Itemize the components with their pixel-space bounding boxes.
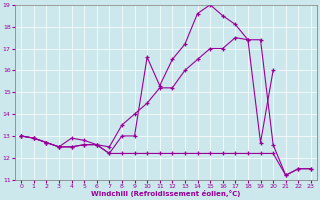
X-axis label: Windchill (Refroidissement éolien,°C): Windchill (Refroidissement éolien,°C) bbox=[91, 190, 241, 197]
